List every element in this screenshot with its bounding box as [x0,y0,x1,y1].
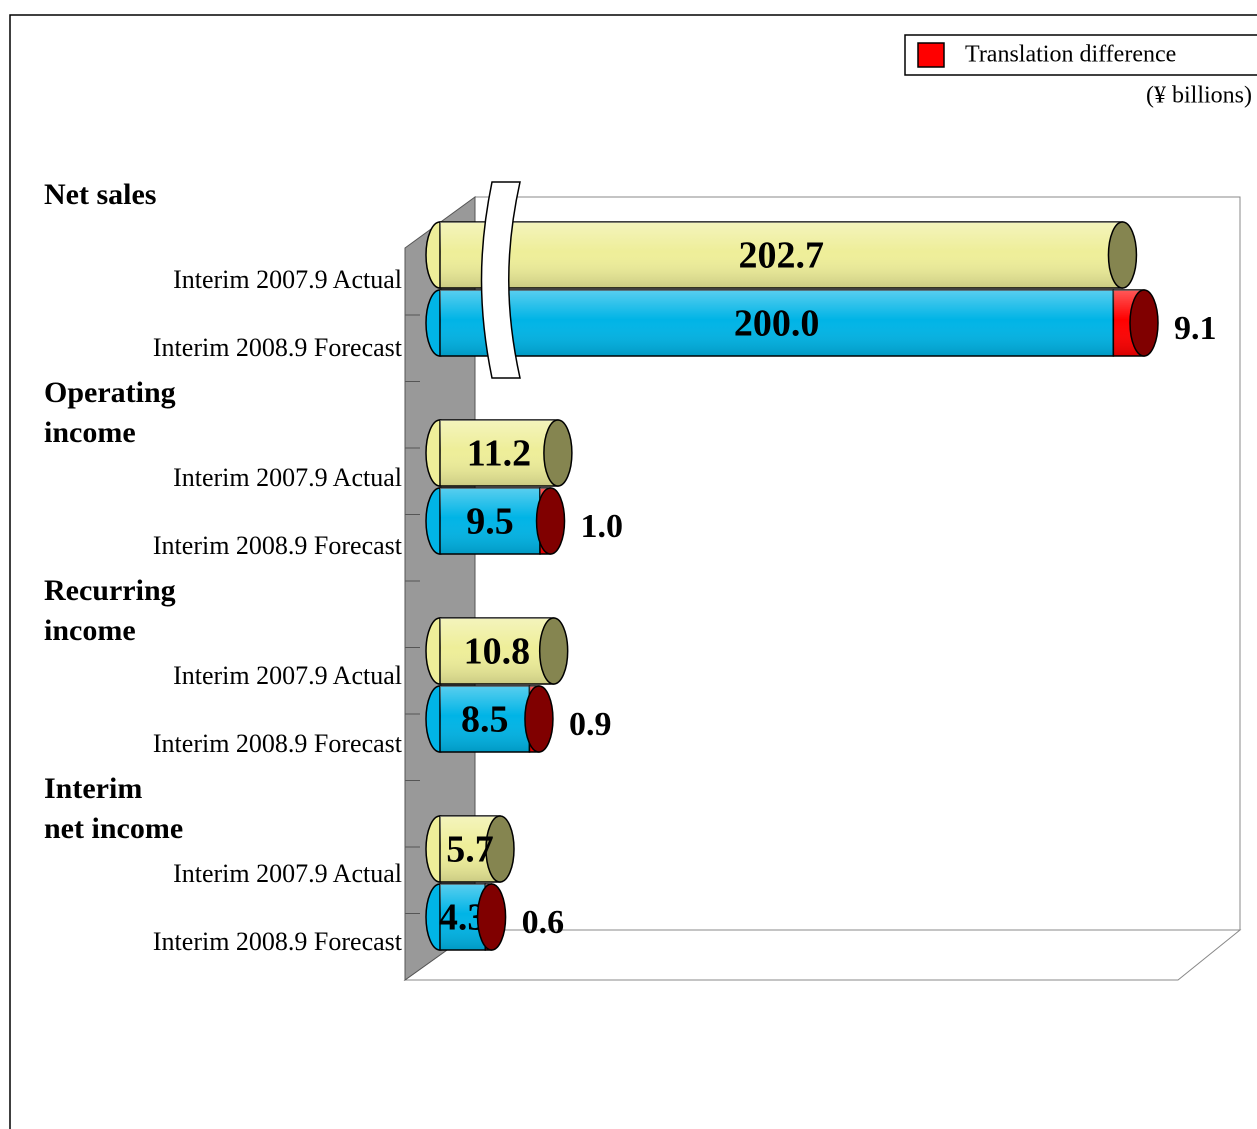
cylinder-cap [535,487,566,555]
cylinder-shade [440,420,558,486]
bar [439,617,569,685]
bar [439,289,1115,357]
group-label: Net sales [44,178,157,211]
cylinder-shade [440,222,1123,288]
cylinder-shade [440,488,540,554]
unit-label: (¥ billions) [1146,83,1252,109]
axis-break [480,181,521,379]
legend-swatch [917,42,945,68]
row-label: Interim 2007.9 Actual [173,265,402,294]
group-label: Operating income [44,376,176,449]
legend-box [904,34,1257,76]
row-label: Interim 2007.9 Actual [173,463,402,492]
value-label: 11.2 [467,433,531,475]
bar-segment [535,487,566,555]
cylinder-cap [485,815,515,883]
bar [439,815,515,883]
cylinder-cap [538,617,569,685]
legend-label: Translation difference [965,42,1176,68]
bar [439,221,1138,289]
row-label: Interim 2007.9 Actual [173,661,402,690]
row-label: Interim 2008.9 Forecast [153,531,403,560]
bar [439,685,531,753]
value-label: 5.7 [446,829,494,871]
frame [9,14,1257,1129]
value-label: 1.0 [581,508,624,545]
cylinder-shade [440,290,1114,356]
value-label: 9.5 [466,501,514,543]
cylinder-cap [1129,289,1159,357]
row-label: Interim 2007.9 Actual [173,859,402,888]
bar-segment [476,883,507,951]
row-label: Interim 2008.9 Forecast [153,729,403,758]
row-label: Interim 2008.9 Forecast [153,927,403,956]
value-label: 202.7 [738,235,824,277]
value-label: 0.6 [522,904,565,941]
cylinder-cap [524,685,554,753]
value-label: 200.0 [734,303,820,345]
cylinder-cap [543,419,573,487]
group-label: Recurring income [44,574,176,647]
value-label: 9.1 [1174,310,1217,347]
value-label: 0.9 [569,706,612,743]
group-label: Interim net income [44,772,184,845]
value-label: 8.5 [461,699,509,741]
value-label: 10.8 [464,631,531,673]
bar-segment [524,685,554,753]
cylinder-shade [440,686,530,752]
cylinder-cap [476,883,507,951]
row-label: Interim 2008.9 Forecast [153,333,403,362]
cylinder-cap [1107,221,1138,289]
bar [439,419,573,487]
bar-segment [1112,289,1159,357]
bar [439,487,541,555]
cylinder-shade [440,618,554,684]
